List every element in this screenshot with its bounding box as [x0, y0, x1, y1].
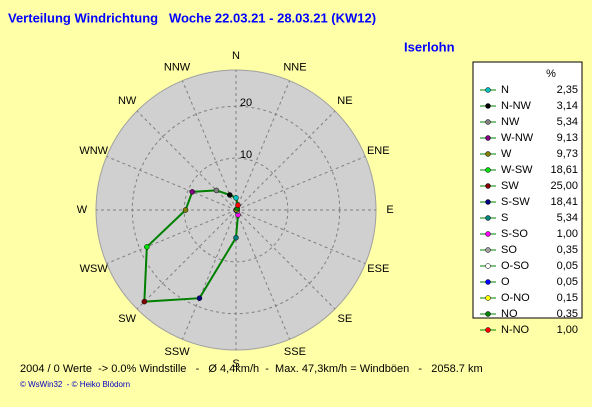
- legend-name: S-SW: [501, 196, 530, 208]
- legend-marker: [485, 135, 491, 141]
- direction-label: NW: [118, 95, 137, 107]
- legend-marker: [485, 247, 491, 253]
- wind-marker: [227, 192, 233, 198]
- legend-name: S: [501, 212, 508, 224]
- direction-label: SSE: [284, 346, 306, 358]
- direction-label: W: [77, 204, 88, 216]
- r-tick-label: 20: [240, 97, 252, 109]
- spoke: [181, 209, 237, 340]
- legend-marker: [485, 215, 491, 221]
- legend-marker: [485, 151, 491, 157]
- legend-value: 9,13: [557, 132, 578, 144]
- direction-label: ENE: [367, 145, 390, 157]
- chart-subtitle: Iserlohn: [404, 39, 455, 54]
- legend-name: O-SO: [501, 260, 530, 272]
- legend-name: W-SW: [501, 164, 533, 176]
- legend-marker: [485, 311, 491, 317]
- legend-marker: [485, 263, 491, 269]
- direction-label: ESE: [367, 263, 389, 275]
- legend-value: 3,14: [557, 100, 578, 112]
- legend-value: 0,15: [557, 292, 578, 304]
- spoke: [235, 209, 336, 310]
- spoke: [106, 209, 237, 265]
- footer: 2004 / 0 Werte -> 0.0% Windstille - Ø 4,…: [20, 363, 483, 375]
- legend-marker: [485, 295, 491, 301]
- spoke: [136, 209, 237, 310]
- wind-marker: [182, 207, 189, 213]
- wind-marker: [144, 244, 150, 250]
- legend-marker: [485, 167, 491, 173]
- legend-marker: [485, 327, 491, 333]
- legend-value: 9,73: [557, 148, 578, 160]
- chart-title: Verteilung Windrichtung Woche 22.03.21 -…: [8, 10, 376, 25]
- legend-marker: [485, 119, 491, 125]
- legend-value: 1,00: [557, 228, 578, 240]
- legend-name: SW: [501, 180, 519, 192]
- wind-marker: [189, 189, 196, 195]
- direction-label: NE: [337, 95, 352, 107]
- legend-marker: [485, 87, 491, 93]
- wind-marker: [196, 295, 203, 301]
- spoke: [235, 209, 291, 340]
- legend-marker: [485, 231, 491, 237]
- legend-value: 0,05: [557, 276, 578, 288]
- legend-value: 0,05: [557, 260, 578, 272]
- direction-label: SSW: [165, 346, 191, 358]
- legend-name: SO: [501, 244, 517, 256]
- legend-marker: [485, 183, 491, 189]
- direction-label: E: [386, 204, 393, 216]
- legend-name: NO: [501, 308, 518, 320]
- spoke: [136, 110, 237, 211]
- legend-value: 5,34: [557, 212, 578, 224]
- legend-value: 5,34: [557, 116, 578, 128]
- legend-value: 0,35: [557, 244, 578, 256]
- legend-name: N-NW: [501, 100, 532, 112]
- legend-value: 2,35: [557, 84, 578, 96]
- direction-label: N: [232, 50, 240, 62]
- legend-value: 0,35: [557, 308, 578, 320]
- legend-marker: [485, 199, 491, 205]
- legend-value: 18,61: [550, 164, 578, 176]
- grid-ring: [131, 105, 341, 315]
- spoke: [235, 80, 291, 211]
- wind-marker: [141, 298, 148, 305]
- wind-marker: [235, 202, 241, 208]
- direction-label: WSW: [80, 263, 109, 275]
- legend-name: O-NO: [501, 292, 530, 304]
- direction-label: SE: [338, 313, 353, 325]
- legend-box: [472, 61, 583, 319]
- legend-header: %: [546, 68, 556, 80]
- legend-name: W-NW: [501, 132, 534, 144]
- direction-label: NNE: [283, 62, 306, 74]
- legend-name: N: [501, 84, 509, 96]
- direction-label: SW: [118, 313, 136, 325]
- direction-label: S: [232, 358, 239, 370]
- spoke: [235, 209, 366, 265]
- spoke: [106, 155, 237, 211]
- spoke: [235, 110, 336, 211]
- wind-marker: [233, 234, 239, 241]
- direction-label: NNW: [164, 62, 191, 74]
- legend-value: 25,00: [550, 180, 578, 192]
- wind-marker: [213, 187, 220, 194]
- legend-name: W: [501, 148, 512, 160]
- legend-marker: [485, 279, 491, 285]
- legend-value: 18,41: [550, 196, 578, 208]
- legend-value: 1,00: [557, 324, 578, 336]
- spoke: [235, 155, 366, 211]
- legend-marker: [485, 103, 491, 109]
- spoke: [181, 80, 237, 211]
- credit: © WsWin32 - © Heiko Blödorn: [20, 380, 130, 389]
- wind-marker: [233, 195, 239, 201]
- legend-name: S-SO: [501, 228, 528, 240]
- legend-name: NW: [501, 116, 520, 128]
- legend-name: O: [501, 276, 510, 288]
- direction-label: WNW: [79, 145, 108, 157]
- legend-name: N-NO: [501, 324, 530, 336]
- r-tick-label: 10: [240, 149, 252, 161]
